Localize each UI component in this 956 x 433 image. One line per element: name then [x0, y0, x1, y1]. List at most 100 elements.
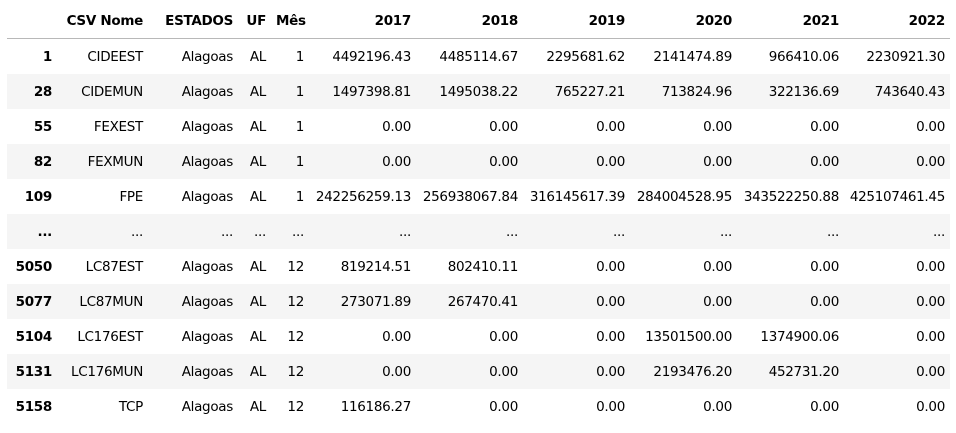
table-cell: 765227.21 [554, 83, 626, 100]
table-cell: Alagoas [181, 293, 234, 310]
table-cell: 819214.51 [340, 258, 412, 275]
table-cell: 2230921.30 [866, 48, 945, 65]
table-cell: AL [249, 118, 266, 135]
table-cell: Alagoas [181, 398, 234, 415]
table-cell: ... [221, 223, 233, 240]
table-cell: 0.00 [489, 398, 518, 415]
table-cell: 0.00 [596, 398, 625, 415]
table-cell: 1 [295, 118, 305, 135]
table-cell: 743640.43 [874, 83, 946, 100]
table-row: 5131 LC176MUN Alagoas AL 12 0.00 0.00 0.00 21934… [7, 354, 950, 389]
row-index: 1 [42, 48, 52, 65]
table-cell: 0.00 [916, 258, 945, 275]
table-row: 5104 LC176EST Alagoas AL 12 0.00 0.00 0.00 13501… [7, 319, 950, 354]
table-cell: AL [249, 258, 266, 275]
table-cell: ... [254, 223, 266, 240]
table-cell: ... [506, 223, 518, 240]
table-cell: 0.00 [382, 118, 411, 135]
table-cell: 12 [287, 293, 304, 310]
table-cell: 273071.89 [340, 293, 412, 310]
table-cell: 0.00 [596, 118, 625, 135]
table-cell: TCP [118, 398, 143, 415]
table-cell: 322136.69 [768, 83, 840, 100]
table-cell: 0.00 [489, 363, 518, 380]
column-header-2018: 2018 [481, 12, 519, 29]
table-cell: 0.00 [382, 328, 411, 345]
column-header-2021: 2021 [802, 12, 840, 29]
table-cell: 1 [295, 48, 305, 65]
table-cell: 0.00 [810, 118, 839, 135]
row-index: 5104 [15, 328, 53, 345]
column-header-2020: 2020 [695, 12, 733, 29]
row-index: 5077 [15, 293, 53, 310]
table-cell: 0.00 [382, 153, 411, 170]
table-cell: 0.00 [916, 398, 945, 415]
column-header-2022: 2022 [908, 12, 946, 29]
dataframe-table: CSV Nome ESTADOS UF Mês 2017 2018 2019 2… [7, 3, 950, 424]
table-cell: 2295681.62 [546, 48, 625, 65]
table-cell: 4492196.43 [332, 48, 411, 65]
row-index: 109 [24, 188, 53, 205]
row-index: ... [37, 223, 53, 240]
table-cell: 343522250.88 [743, 188, 839, 205]
table-row: 82 FEXMUN Alagoas AL 1 0.00 0.00 0.00 0.00 0.00 0.… [7, 144, 950, 179]
table-cell: 802410.11 [447, 258, 519, 275]
dataframe-output: CSV Nome ESTADOS UF Mês 2017 2018 2019 2… [7, 3, 950, 424]
table-cell: Alagoas [181, 328, 234, 345]
table-cell: 452731.20 [768, 363, 840, 380]
table-cell: 116186.27 [340, 398, 412, 415]
table-cell: 0.00 [916, 118, 945, 135]
table-cell: 0.00 [810, 153, 839, 170]
table-cell: AL [249, 363, 266, 380]
table-cell: 966410.06 [768, 48, 840, 65]
table-cell: 13501500.00 [645, 328, 732, 345]
row-index: 55 [33, 118, 52, 135]
table-cell: AL [249, 398, 266, 415]
table-cell: LC87MUN [79, 293, 143, 310]
row-index: 82 [33, 153, 52, 170]
table-cell: 1 [295, 83, 305, 100]
table-cell: ... [292, 223, 304, 240]
table-cell: 0.00 [489, 328, 518, 345]
table-cell: 713824.96 [661, 83, 733, 100]
table-cell: 1497398.81 [332, 83, 411, 100]
table-cell: Alagoas [181, 188, 234, 205]
table-cell: 0.00 [596, 363, 625, 380]
table-cell: AL [249, 48, 266, 65]
table-cell: Alagoas [181, 153, 234, 170]
table-cell: 425107461.45 [849, 188, 945, 205]
table-cell: ... [131, 223, 143, 240]
row-index: 28 [33, 83, 52, 100]
table-cell: 267470.41 [447, 293, 519, 310]
table-cell: 0.00 [916, 328, 945, 345]
table-row: 5077 LC87MUN Alagoas AL 12 273071.89 267470.41… [7, 284, 950, 319]
table-cell: 1495038.22 [439, 83, 518, 100]
table-cell: AL [249, 188, 266, 205]
table-cell: Alagoas [181, 258, 234, 275]
row-index: 5050 [15, 258, 53, 275]
column-header-2017: 2017 [374, 12, 412, 29]
table-cell: 0.00 [703, 398, 732, 415]
table-cell: ... [827, 223, 839, 240]
table-cell: FEXEST [93, 118, 143, 135]
table-cell: 1 [295, 153, 305, 170]
table-cell: 284004528.95 [636, 188, 732, 205]
table-cell: LC176EST [77, 328, 143, 345]
table-cell: 316145617.39 [529, 188, 625, 205]
table-cell: FPE [119, 188, 143, 205]
table-cell: 0.00 [703, 118, 732, 135]
table-cell: 0.00 [703, 153, 732, 170]
table-cell: FEXMUN [87, 153, 144, 170]
table-cell: 2193476.20 [653, 363, 732, 380]
table-row: 109 FPE Alagoas AL 1 242256259.13 256938067.84… [7, 179, 950, 214]
table-cell: 12 [287, 363, 304, 380]
table-cell: 0.00 [489, 153, 518, 170]
table-row: 55 FEXEST Alagoas AL 1 0.00 0.00 0.00 0.00 0.00 0.… [7, 109, 950, 144]
table-cell: LC87EST [85, 258, 144, 275]
table-cell: 0.00 [596, 258, 625, 275]
table-cell: CIDEMUN [81, 83, 143, 100]
table-cell: 0.00 [382, 363, 411, 380]
table-row: 1 CIDEEST Alagoas AL 1 4492196.43 4485114.67 22… [7, 39, 950, 75]
table-cell: 12 [287, 398, 304, 415]
row-index: 5158 [15, 398, 53, 415]
